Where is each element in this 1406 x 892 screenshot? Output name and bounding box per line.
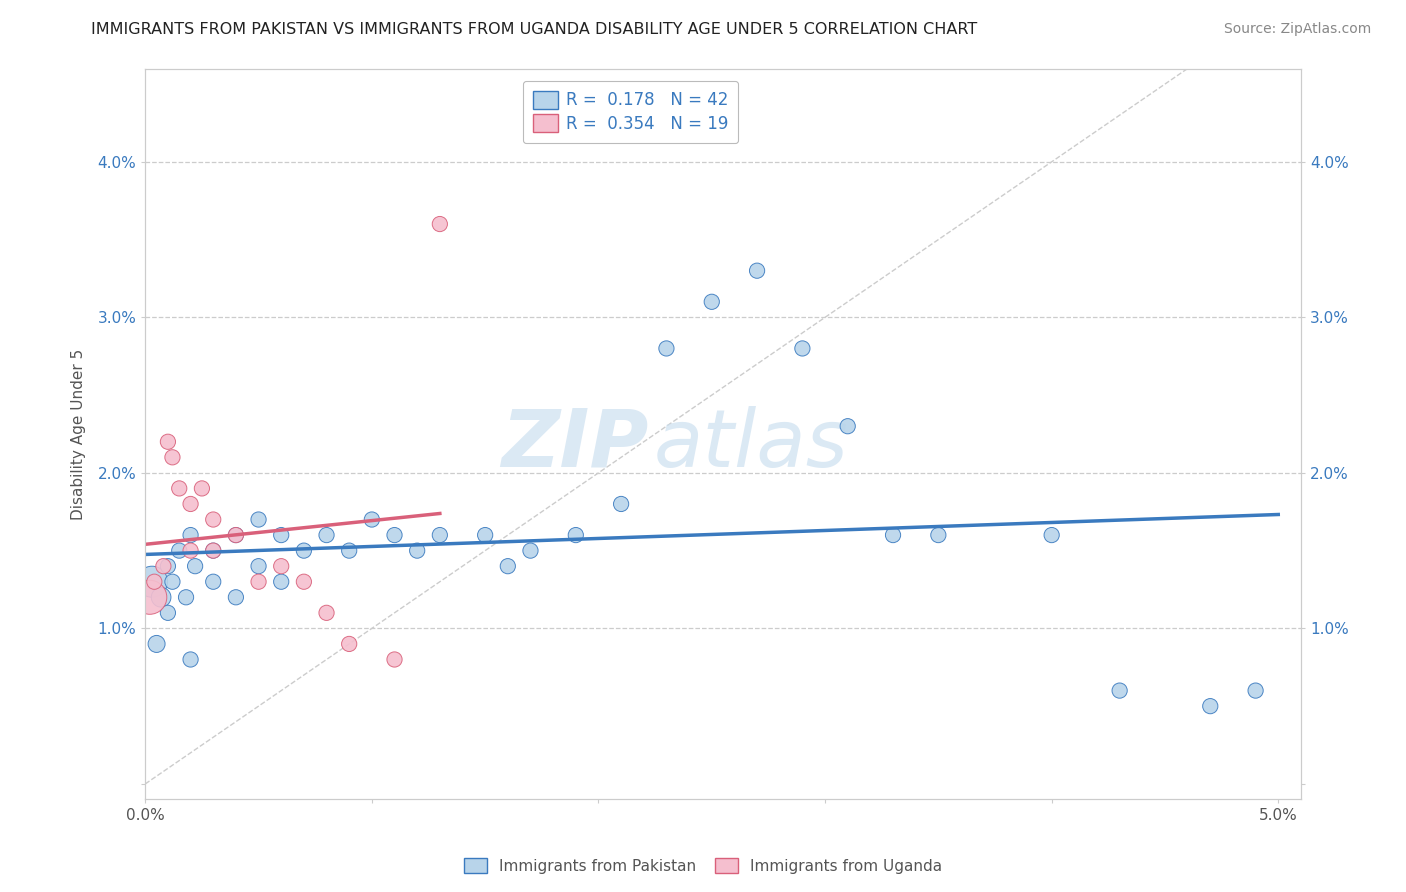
Text: ZIP: ZIP bbox=[501, 406, 648, 484]
Point bbox=[180, 543, 202, 558]
Point bbox=[152, 559, 174, 574]
Point bbox=[247, 574, 270, 589]
Point bbox=[519, 543, 541, 558]
Point bbox=[156, 559, 179, 574]
Point bbox=[882, 528, 904, 542]
Point bbox=[496, 559, 519, 574]
Text: IMMIGRANTS FROM PAKISTAN VS IMMIGRANTS FROM UGANDA DISABILITY AGE UNDER 5 CORREL: IMMIGRANTS FROM PAKISTAN VS IMMIGRANTS F… bbox=[91, 22, 977, 37]
Point bbox=[225, 591, 247, 605]
Point bbox=[384, 652, 406, 666]
Point bbox=[745, 263, 768, 277]
Point bbox=[247, 512, 270, 526]
Point bbox=[180, 497, 202, 511]
Point bbox=[1040, 528, 1063, 542]
Point bbox=[156, 606, 179, 620]
Point bbox=[143, 574, 166, 589]
Point bbox=[292, 574, 315, 589]
Text: Source: ZipAtlas.com: Source: ZipAtlas.com bbox=[1223, 22, 1371, 37]
Point bbox=[270, 574, 292, 589]
Point bbox=[191, 482, 214, 496]
Text: atlas: atlas bbox=[654, 406, 848, 484]
Point bbox=[927, 528, 949, 542]
Point bbox=[156, 434, 179, 449]
Point bbox=[162, 574, 184, 589]
Point bbox=[225, 528, 247, 542]
Point bbox=[406, 543, 429, 558]
Point bbox=[174, 591, 197, 605]
Point bbox=[337, 637, 360, 651]
Point bbox=[360, 512, 382, 526]
Point bbox=[270, 528, 292, 542]
Point bbox=[145, 637, 167, 651]
Point bbox=[610, 497, 633, 511]
Point bbox=[202, 574, 225, 589]
Point bbox=[315, 606, 337, 620]
Point bbox=[202, 543, 225, 558]
Point bbox=[225, 528, 247, 542]
Point bbox=[270, 559, 292, 574]
Point bbox=[247, 559, 270, 574]
Point bbox=[202, 512, 225, 526]
Point bbox=[837, 419, 859, 434]
Point bbox=[167, 482, 190, 496]
Point bbox=[315, 528, 337, 542]
Point bbox=[202, 543, 225, 558]
Legend: Immigrants from Pakistan, Immigrants from Uganda: Immigrants from Pakistan, Immigrants fro… bbox=[458, 852, 948, 880]
Point bbox=[474, 528, 496, 542]
Point bbox=[1199, 699, 1222, 714]
Point bbox=[162, 450, 184, 465]
Point bbox=[184, 559, 207, 574]
Point bbox=[429, 217, 451, 231]
Point bbox=[655, 342, 678, 356]
Point bbox=[139, 591, 162, 605]
Point bbox=[167, 543, 190, 558]
Point bbox=[384, 528, 406, 542]
Point bbox=[337, 543, 360, 558]
Point bbox=[180, 528, 202, 542]
Legend: R =  0.178   N = 42, R =  0.354   N = 19: R = 0.178 N = 42, R = 0.354 N = 19 bbox=[523, 80, 738, 143]
Point bbox=[700, 294, 723, 309]
Point bbox=[1108, 683, 1130, 698]
Point bbox=[565, 528, 588, 542]
Point bbox=[429, 528, 451, 542]
Point bbox=[1244, 683, 1267, 698]
Point bbox=[150, 591, 173, 605]
Point bbox=[292, 543, 315, 558]
Point bbox=[141, 574, 163, 589]
Point bbox=[792, 342, 814, 356]
Y-axis label: Disability Age Under 5: Disability Age Under 5 bbox=[72, 349, 86, 520]
Point bbox=[180, 652, 202, 666]
